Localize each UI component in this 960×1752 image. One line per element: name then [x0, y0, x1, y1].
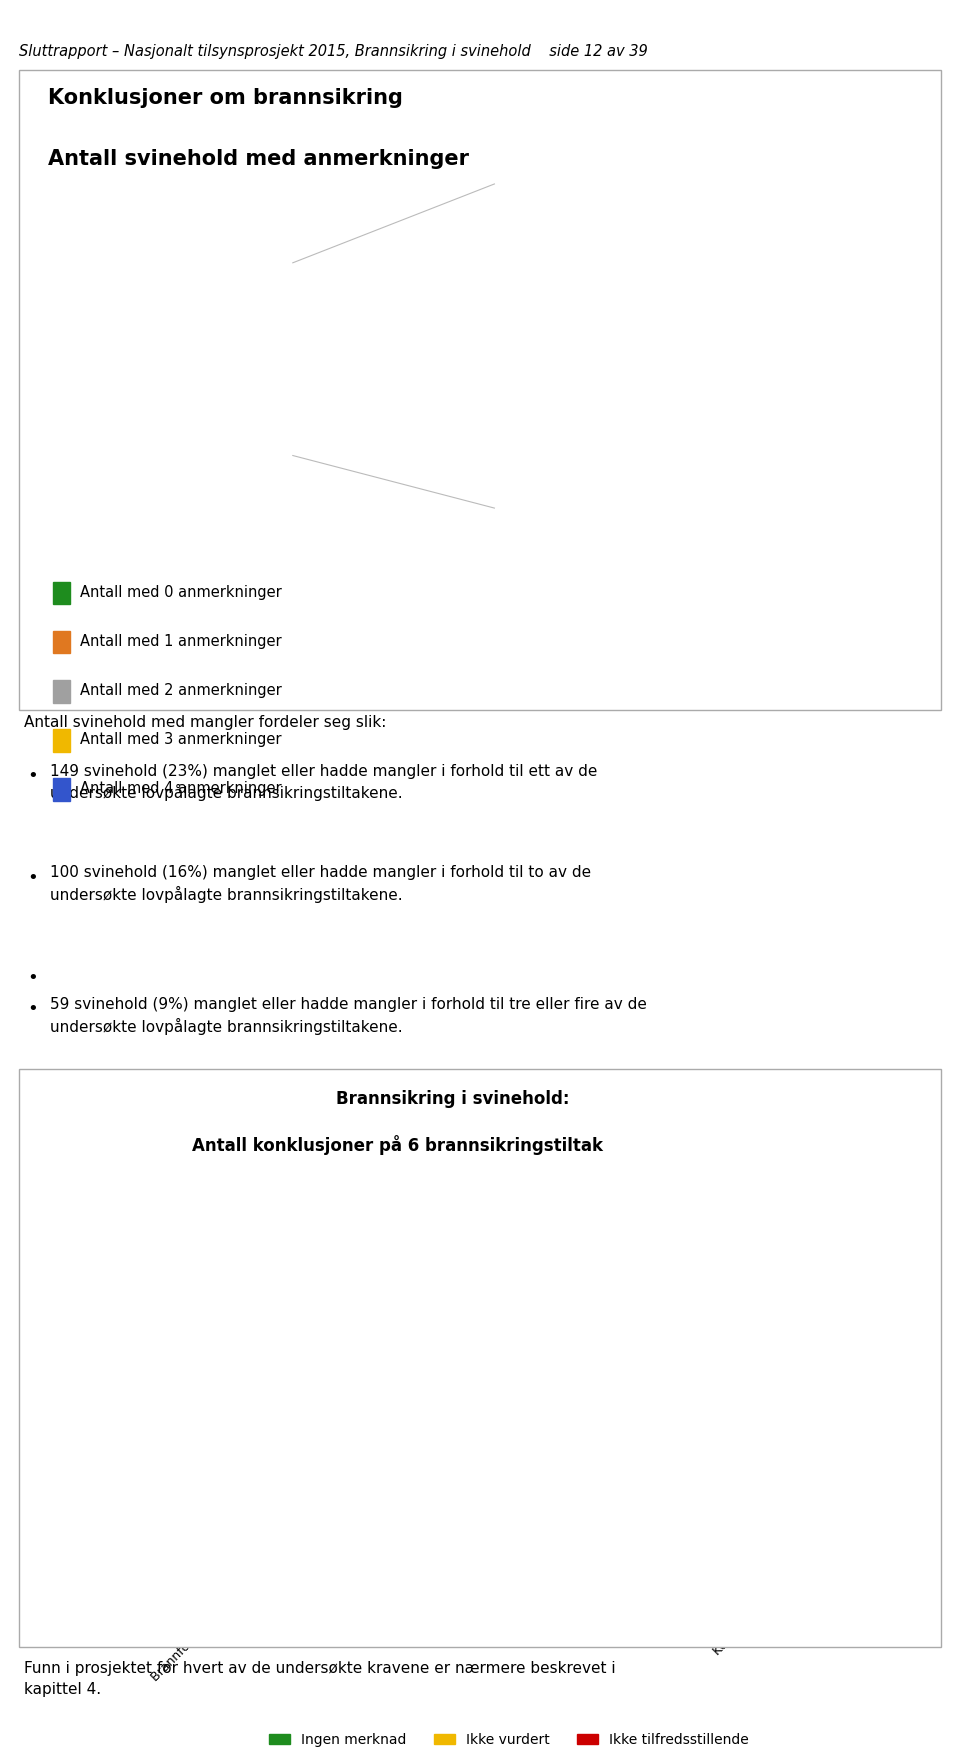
- Text: 59 svinehold (9%) manglet eller hadde mangler i forhold til tre eller fire av de: 59 svinehold (9%) manglet eller hadde ma…: [50, 997, 647, 1034]
- Text: 149 svinehold (23%) manglet eller hadde mangler i forhold til ett av de
undersøk: 149 svinehold (23%) manglet eller hadde …: [50, 764, 597, 801]
- Wedge shape: [653, 429, 747, 533]
- Text: 308: 308: [227, 434, 258, 454]
- Text: Sluttrapport – Nasjonalt tilsynsprosjekt 2015, Brannsikring i svinehold    side : Sluttrapport – Nasjonalt tilsynsprosjekt…: [19, 44, 648, 60]
- Text: Brannsikring i svinehold:: Brannsikring i svinehold:: [336, 1090, 569, 1107]
- Bar: [536, 1204, 616, 1237]
- Text: 149: 149: [573, 419, 602, 433]
- Text: Funn i prosjektet for hvert av de undersøkte kravene er nærmere beskrevet i
kapi: Funn i prosjektet for hvert av de unders…: [24, 1661, 615, 1698]
- Legend: Ingen merknad, Ikke vurdert, Ikke tilfredsstillende: Ingen merknad, Ikke vurdert, Ikke tilfre…: [269, 1733, 749, 1747]
- Wedge shape: [653, 324, 758, 477]
- Text: 100: 100: [694, 387, 723, 403]
- Text: Antall med 2 anmerkninger: Antall med 2 anmerkninger: [80, 683, 281, 697]
- Text: •: •: [27, 767, 37, 785]
- Bar: [536, 1240, 616, 1515]
- Text: Antall med 4 anmerkninger: Antall med 4 anmerkninger: [80, 781, 281, 795]
- Bar: [401, 1204, 482, 1237]
- Text: •: •: [27, 869, 37, 887]
- Bar: [670, 1204, 750, 1237]
- Bar: [268, 1240, 348, 1515]
- Wedge shape: [547, 324, 653, 534]
- Bar: [670, 1237, 750, 1240]
- Bar: [804, 1247, 884, 1515]
- Text: 100 svinehold (16%) manglet eller hadde mangler i forhold til to av de
undersøkt: 100 svinehold (16%) manglet eller hadde …: [50, 865, 591, 902]
- Bar: [133, 1249, 214, 1254]
- Wedge shape: [642, 429, 677, 534]
- Text: Konklusjoner om brannsikring: Konklusjoner om brannsikring: [48, 88, 403, 107]
- Text: 16: 16: [647, 487, 666, 503]
- Bar: [401, 1240, 482, 1515]
- Text: •: •: [27, 969, 37, 986]
- Text: Antall med 0 anmerkninger: Antall med 0 anmerkninger: [80, 585, 281, 599]
- Bar: [670, 1240, 750, 1515]
- Bar: [804, 1202, 884, 1242]
- Bar: [401, 1237, 482, 1240]
- Text: Antall svinehold med mangler fordeler seg slik:: Antall svinehold med mangler fordeler se…: [24, 715, 386, 731]
- Text: 340: 340: [155, 440, 186, 459]
- Bar: [268, 1204, 348, 1237]
- Text: 43: 43: [684, 473, 703, 489]
- Bar: [133, 1204, 214, 1249]
- Text: Antall konklusjoner på 6 brannsikringstiltak: Antall konklusjoner på 6 brannsikringsti…: [192, 1135, 603, 1155]
- Bar: [804, 1242, 884, 1247]
- Bar: [268, 1237, 348, 1240]
- Text: Antall med 1 anmerkninger: Antall med 1 anmerkninger: [80, 634, 281, 648]
- Text: •: •: [27, 1000, 37, 1018]
- Bar: [536, 1237, 616, 1240]
- Text: Antall svinehold med anmerkninger: Antall svinehold med anmerkninger: [48, 149, 469, 168]
- Text: Antall med 3 anmerkninger: Antall med 3 anmerkninger: [80, 732, 281, 746]
- Wedge shape: [141, 382, 217, 512]
- Bar: [133, 1254, 214, 1515]
- Wedge shape: [206, 382, 272, 512]
